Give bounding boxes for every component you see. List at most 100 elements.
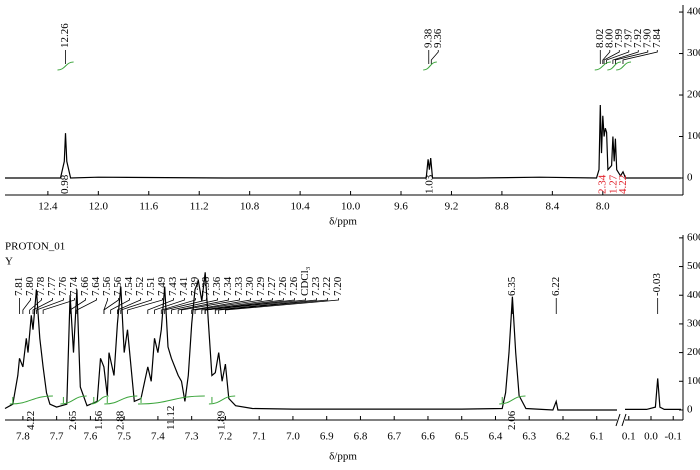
peak-label: 7.39 [189, 276, 201, 296]
peak-label: 7.27 [266, 276, 278, 296]
x-tick-label: 11.2 [190, 201, 209, 213]
peak-connector [177, 298, 229, 314]
x-tick-label: 7.8 [16, 431, 30, 443]
peak-label: 7.64 [90, 276, 102, 296]
integral-curve [60, 395, 87, 405]
x-tick-label: 6.3 [522, 431, 536, 443]
integral-label: 2.34 [596, 174, 608, 194]
peak-label: 7.34 [222, 276, 234, 296]
peak-label: 7.29 [255, 276, 267, 296]
integral-label: 2.65 [67, 410, 79, 430]
integral-curve [607, 61, 621, 71]
peak-label: 7.51 [145, 277, 157, 296]
x-tick-label: 7.5 [117, 431, 131, 443]
integral-curve [57, 61, 74, 71]
peak-connector [612, 50, 639, 64]
integral-curve [423, 61, 437, 71]
x-tick-label: 7.7 [50, 431, 64, 443]
x-tick-label: 0.1 [622, 431, 636, 443]
peak-label: 7.52 [134, 277, 146, 296]
peak-label: 7.49 [156, 276, 168, 296]
peak-connector [164, 298, 207, 314]
integral-label: 1.89 [216, 410, 228, 430]
integral-label: 0.98 [59, 174, 71, 194]
x-tick-label: 7.4 [151, 431, 165, 443]
peak-connector [69, 298, 86, 314]
integral-curve [9, 395, 53, 405]
peak-label: 7.23 [310, 276, 322, 296]
x-tick-label: 6.5 [455, 431, 469, 443]
peak-connector [225, 298, 339, 314]
peak-label: 9.38 [422, 28, 434, 48]
peak-label: 7.74 [68, 276, 80, 296]
peak-label: 7.56 [101, 276, 113, 296]
peak-connector [22, 298, 31, 314]
peak-label: 7.81 [13, 277, 25, 296]
x-axis-label: δ/ppm [329, 451, 357, 463]
peak-label: 7.22 [321, 277, 333, 296]
peak-connector [171, 298, 218, 314]
spectrum-line [5, 104, 681, 179]
x-tick-label: 12.0 [89, 201, 109, 213]
x-tick-label: 7.3 [185, 431, 199, 443]
peak-label: 7.54 [123, 276, 135, 296]
x-tick-label: 9.2 [445, 201, 459, 213]
x-tick-label: 6.7 [387, 431, 401, 443]
integral-label: 1.03 [424, 174, 436, 194]
y-tick-label: 300 [687, 317, 700, 329]
peak-label: 9.36 [432, 28, 444, 48]
peak-label: 7.66 [79, 276, 91, 296]
y-tick-label: 0 [687, 172, 693, 184]
integral-curve [138, 395, 205, 405]
peak-connector [204, 298, 306, 314]
axis-break [621, 413, 627, 427]
integral-label: 4.22 [617, 175, 629, 194]
peak-label: 7.38 [200, 276, 212, 296]
x-tick-label: 6.2 [556, 431, 570, 443]
peak-label: 7.80 [24, 276, 36, 296]
peak-label: 7.30 [244, 276, 256, 296]
annotation: PROTON_01 [5, 241, 65, 253]
spectrum-line [4, 272, 617, 411]
integral-curve [594, 61, 611, 71]
peak-connector [76, 298, 97, 314]
peak-connector [160, 298, 196, 314]
peak-connector [103, 298, 108, 314]
y-tick-label: 200 [687, 346, 700, 358]
peak-label: 7.97 [622, 28, 634, 48]
axis-break [615, 413, 621, 427]
x-tick-label: 6.8 [354, 431, 368, 443]
y-tick-label: 500 [687, 260, 700, 272]
spectrum-line [625, 378, 681, 410]
annotation: Y [5, 256, 13, 268]
peak-label: 7.26 [277, 276, 289, 296]
peak-label: 7.84 [651, 28, 663, 48]
peak-label: 7.92 [632, 29, 644, 48]
peak-label: 7.76 [57, 276, 69, 296]
peak-label: 7.90 [641, 28, 653, 48]
x-tick-label: 9.6 [394, 201, 408, 213]
peak-label: 7.56 [112, 276, 124, 296]
peak-label: 7.99 [613, 28, 625, 48]
x-tick-label: 7.2 [219, 431, 233, 443]
peak-connector [120, 298, 152, 314]
peak-label: 7.77 [46, 276, 58, 296]
integral-curve [104, 395, 138, 405]
peak-label: 7.78 [35, 276, 47, 296]
peak-label: 7.20 [332, 276, 344, 296]
peak-connector [622, 50, 658, 64]
peak-connector [602, 50, 611, 64]
integral-label: 1.27 [608, 174, 620, 194]
integral-label: 2.06 [506, 410, 518, 430]
peak-connector [117, 298, 141, 314]
y-tick-label: 400 [687, 289, 700, 301]
integral-curve [616, 61, 632, 71]
peak-label: 6.22 [550, 277, 562, 296]
integral-label: 1.56 [93, 410, 105, 430]
x-tick-label: 7.0 [286, 431, 300, 443]
peak-label: 7.41 [178, 277, 190, 296]
integral-curve [208, 395, 236, 405]
x-tick-label: 10.8 [240, 201, 260, 213]
peak-connector [194, 298, 262, 314]
